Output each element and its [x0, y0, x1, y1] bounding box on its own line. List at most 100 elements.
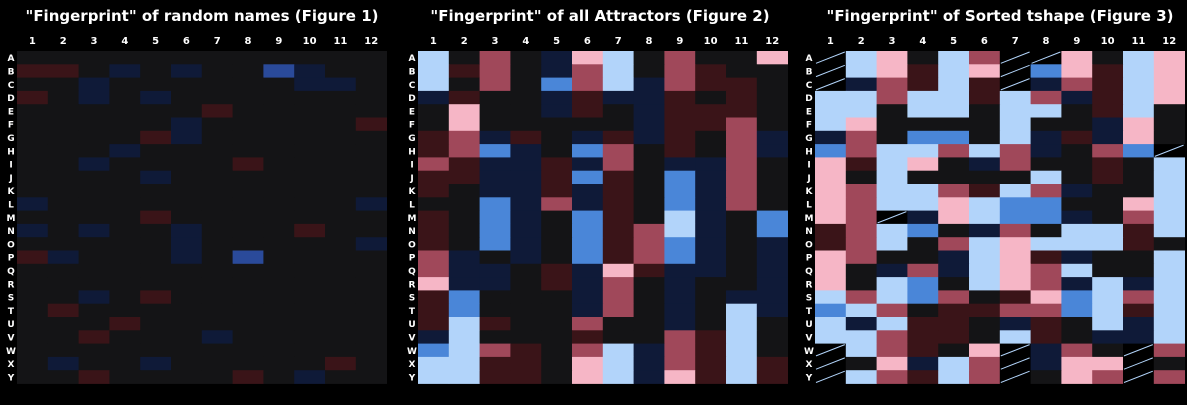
heatmap-cell — [47, 157, 79, 172]
column-label: 11 — [333, 36, 347, 47]
heatmap-cell — [845, 144, 877, 158]
heatmap-cell — [1030, 290, 1062, 305]
heatmap-cell — [479, 197, 511, 211]
heatmap-cell — [47, 343, 79, 358]
heatmap-cell — [201, 290, 233, 305]
heatmap-cell — [695, 223, 727, 238]
heatmap-cell — [510, 250, 542, 265]
column-label: 9 — [275, 36, 282, 47]
heatmap-cell — [1061, 77, 1093, 92]
heatmap-cell — [999, 330, 1031, 344]
heatmap-cell — [355, 130, 387, 145]
heatmap-cell — [907, 77, 939, 92]
heatmap-cell — [1061, 263, 1093, 278]
heatmap-cell — [695, 317, 727, 331]
heatmap-cell — [815, 170, 847, 185]
row-label: H — [408, 147, 416, 157]
heatmap-cell — [17, 210, 49, 225]
heatmap-cell — [510, 290, 542, 305]
heatmap-cell — [1092, 130, 1124, 145]
heatmap-cell — [418, 104, 450, 118]
heatmap-cell — [294, 317, 326, 331]
heatmap-cell — [325, 343, 357, 358]
heatmap-cell — [479, 130, 511, 145]
heatmap-cell — [633, 157, 665, 172]
empty-cell-slash — [1000, 344, 1030, 357]
row-label: V — [409, 333, 416, 343]
heatmap-cell — [815, 237, 847, 251]
heatmap-cell — [756, 356, 788, 371]
heatmap-cell — [1092, 184, 1124, 198]
heatmap-cell — [726, 104, 758, 118]
heatmap-cell — [572, 117, 604, 132]
heatmap-cell — [263, 317, 295, 331]
heatmap-cell — [78, 290, 110, 305]
heatmap-cell — [47, 223, 79, 238]
heatmap-cell — [109, 343, 141, 358]
heatmap-cell — [17, 157, 49, 172]
heatmap-cell — [876, 144, 908, 158]
heatmap-cell — [876, 237, 908, 251]
heatmap-cell — [1061, 130, 1093, 145]
heatmap-cell — [876, 370, 908, 384]
heatmap-cell — [664, 51, 696, 65]
heatmap-cell — [294, 263, 326, 278]
heatmap-cell — [938, 117, 970, 132]
heatmap-cell — [355, 210, 387, 225]
heatmap-cell — [171, 144, 203, 158]
heatmap-cell — [633, 104, 665, 118]
heatmap-cell — [907, 237, 939, 251]
heatmap-cell — [541, 117, 573, 132]
heatmap-cell — [999, 130, 1031, 145]
heatmap-cell — [201, 356, 233, 371]
heatmap-cell — [938, 51, 970, 65]
heatmap-cell — [171, 157, 203, 172]
heatmap-cell — [756, 104, 788, 118]
heatmap-cell — [294, 184, 326, 198]
heatmap-cell — [479, 370, 511, 384]
heatmap-cell — [1030, 184, 1062, 198]
heatmap-cell — [1153, 370, 1185, 384]
heatmap-cell — [876, 104, 908, 118]
heatmap-cell — [1061, 237, 1093, 251]
heatmap-cell — [572, 263, 604, 278]
heatmap-cell — [201, 130, 233, 145]
heatmap-cell — [726, 90, 758, 105]
heatmap-cell — [140, 184, 172, 198]
heatmap-cell — [1061, 370, 1093, 384]
heatmap-cell — [263, 330, 295, 344]
chart-title: "Fingerprint" of all Attractors (Figure … — [430, 7, 769, 25]
heatmap-cell — [1030, 117, 1062, 132]
column-label: 6 — [584, 36, 591, 47]
heatmap-cell — [232, 104, 264, 118]
heatmap-cell — [1123, 77, 1155, 92]
heatmap-cell — [1061, 330, 1093, 344]
heatmap-cell — [572, 277, 604, 291]
heatmap-cell — [17, 277, 49, 291]
heatmap-cell — [726, 356, 758, 371]
heatmap-cell — [756, 144, 788, 158]
heatmap-cell — [510, 210, 542, 225]
heatmap-cell — [664, 104, 696, 118]
heatmap-cell — [510, 343, 542, 358]
heatmap-cell — [541, 303, 573, 318]
heatmap-cell — [47, 290, 79, 305]
heatmap-cell — [355, 303, 387, 318]
heatmap-cell — [876, 90, 908, 105]
heatmap-cell — [845, 263, 877, 278]
heatmap-cell — [541, 263, 573, 278]
heatmap-cell — [633, 223, 665, 238]
heatmap-cell — [845, 223, 877, 238]
heatmap-cell — [907, 356, 939, 371]
heatmap-cell — [815, 330, 847, 344]
heatmap-cell — [815, 263, 847, 278]
heatmap-cell — [171, 51, 203, 65]
empty-cell-slash — [877, 211, 907, 224]
heatmap-cell — [171, 90, 203, 105]
heatmap-cell — [907, 303, 939, 318]
heatmap-cell — [140, 263, 172, 278]
heatmap-cell — [541, 277, 573, 291]
heatmap-cell — [171, 290, 203, 305]
heatmap-cell — [695, 210, 727, 225]
heatmap-cell — [756, 210, 788, 225]
